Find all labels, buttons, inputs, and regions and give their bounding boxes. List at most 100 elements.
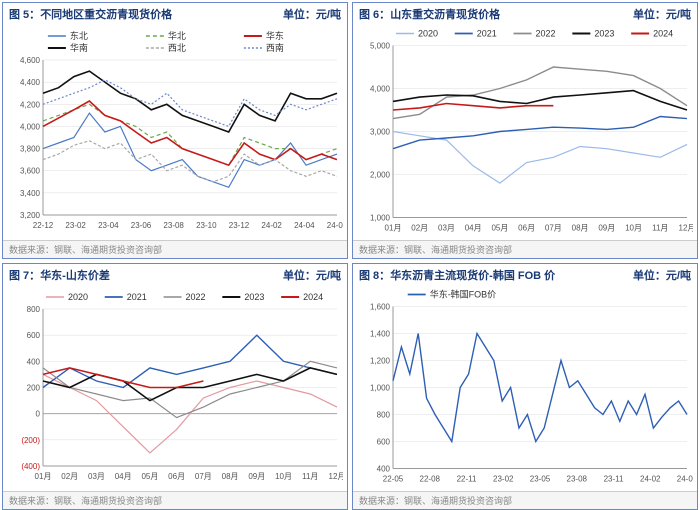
svg-text:华南: 华南 [70, 42, 88, 53]
panel-5-footer: 数据来源：钢联、海通期货投资咨询部 [3, 240, 347, 258]
svg-text:3,600: 3,600 [20, 167, 41, 176]
svg-text:07月: 07月 [545, 224, 562, 233]
svg-text:0: 0 [36, 410, 41, 419]
svg-text:11月: 11月 [302, 472, 318, 481]
svg-text:23-08: 23-08 [567, 475, 588, 484]
panel-6-unit: 单位：元/吨 [633, 6, 691, 22]
svg-text:23-06: 23-06 [131, 221, 152, 230]
panel-8-header: 图 8：华东沥青主流现货价-韩国 FOB 价 单位：元/吨 [353, 264, 697, 284]
svg-text:22-05: 22-05 [383, 475, 404, 484]
svg-text:06月: 06月 [168, 472, 185, 481]
svg-text:05月: 05月 [141, 472, 158, 481]
svg-text:23-04: 23-04 [98, 221, 119, 230]
svg-text:华东: 华东 [266, 30, 284, 41]
panel-6-header: 图 6：山东重交沥青现货价格 单位：元/吨 [353, 3, 697, 23]
svg-text:800: 800 [377, 411, 391, 420]
svg-text:23-11: 23-11 [604, 475, 624, 484]
svg-text:22-12: 22-12 [33, 221, 54, 230]
svg-text:12月: 12月 [679, 224, 693, 233]
svg-text:1,000: 1,000 [370, 384, 391, 393]
svg-text:01月: 01月 [385, 224, 402, 233]
svg-text:23-05: 23-05 [530, 475, 551, 484]
svg-text:09月: 09月 [598, 224, 615, 233]
svg-text:(400): (400) [21, 462, 40, 471]
chart-7: (400) (200) 0 200 400 600 800 01月 02月 03月 04月 05月 06… [7, 286, 343, 487]
svg-text:04月: 04月 [115, 472, 132, 481]
panel-5-title: 不同地区重交沥青现货价格 [40, 9, 172, 21]
panel-5: 图 5：不同地区重交沥青现货价格 单位：元/吨 3,2003,4003,6003… [2, 2, 348, 259]
svg-text:1,600: 1,600 [370, 303, 391, 312]
panel-7-footer: 数据来源：钢联、海通期货投资咨询部 [3, 491, 347, 509]
svg-text:2023: 2023 [244, 292, 264, 302]
svg-text:08月: 08月 [222, 472, 239, 481]
svg-text:2021: 2021 [477, 29, 497, 39]
svg-text:200: 200 [27, 384, 41, 393]
svg-text:2022: 2022 [536, 29, 556, 39]
svg-text:07月: 07月 [195, 472, 212, 481]
svg-text:4,000: 4,000 [20, 122, 41, 131]
svg-text:10月: 10月 [625, 224, 642, 233]
chart-grid: 图 5：不同地区重交沥青现货价格 单位：元/吨 3,200 3,400 3,600 3… [0, 0, 700, 502]
svg-text:10月: 10月 [275, 472, 292, 481]
panel-7: 图 7：华东-山东价差 单位：元/吨 (400) (200) 0 200 400 600 8… [2, 263, 348, 510]
svg-text:24-05: 24-05 [677, 475, 693, 484]
svg-text:04月: 04月 [465, 224, 482, 233]
svg-text:4,400: 4,400 [20, 78, 41, 87]
svg-text:华东-韩国FOB价: 华东-韩国FOB价 [430, 289, 497, 300]
panel-7-title: 华东-山东价差 [40, 270, 110, 282]
svg-text:1,400: 1,400 [370, 330, 391, 339]
svg-text:600: 600 [27, 331, 41, 340]
panel-6: 图 6：山东重交沥青现货价格 单位：元/吨 1,0002,0003,0004,0… [352, 2, 698, 259]
svg-text:600: 600 [377, 438, 391, 447]
svg-text:东北: 东北 [70, 30, 88, 41]
svg-text:23-08: 23-08 [163, 221, 184, 230]
svg-text:24-06: 24-06 [327, 221, 343, 230]
svg-text:4,600: 4,600 [20, 56, 41, 65]
svg-text:1,200: 1,200 [370, 357, 391, 366]
svg-text:02月: 02月 [61, 472, 78, 481]
svg-text:华北: 华北 [168, 30, 186, 41]
svg-text:2022: 2022 [186, 292, 206, 302]
svg-text:(200): (200) [21, 436, 40, 445]
svg-text:1,000: 1,000 [370, 214, 391, 223]
svg-text:24-04: 24-04 [294, 221, 315, 230]
svg-text:12月: 12月 [329, 472, 343, 481]
svg-text:05月: 05月 [491, 224, 508, 233]
svg-text:01月: 01月 [35, 472, 52, 481]
svg-text:2020: 2020 [418, 29, 438, 39]
panel-8-footer: 数据来源：钢联、海通期货投资咨询部 [353, 491, 697, 509]
svg-text:06月: 06月 [518, 224, 535, 233]
svg-text:西南: 西南 [266, 42, 284, 53]
svg-text:3,400: 3,400 [20, 189, 41, 198]
svg-text:03月: 03月 [88, 472, 105, 481]
svg-text:08月: 08月 [572, 224, 589, 233]
svg-text:2,000: 2,000 [370, 171, 391, 180]
svg-text:23-02: 23-02 [493, 475, 514, 484]
svg-text:22-08: 22-08 [420, 475, 441, 484]
panel-8-title: 华东沥青主流现货价-韩国 FOB 价 [390, 270, 555, 282]
panel-7-header: 图 7：华东-山东价差 单位：元/吨 [3, 264, 347, 284]
panel-7-no: 图 7： [9, 270, 40, 282]
panel-5-header: 图 5：不同地区重交沥青现货价格 单位：元/吨 [3, 3, 347, 23]
svg-text:2024: 2024 [653, 29, 673, 39]
svg-text:23-02: 23-02 [65, 221, 86, 230]
chart-8: 400 600 800 1,000 1,200 1,400 1,600 22-05 22-08 2… [357, 286, 693, 487]
svg-text:03月: 03月 [438, 224, 455, 233]
panel-6-title: 山东重交沥青现货价格 [390, 9, 500, 21]
svg-text:3,000: 3,000 [370, 128, 391, 137]
svg-text:2021: 2021 [127, 292, 147, 302]
svg-text:3,200: 3,200 [20, 211, 41, 220]
svg-text:09月: 09月 [248, 472, 265, 481]
svg-text:西北: 西北 [168, 43, 186, 53]
svg-text:400: 400 [27, 357, 41, 366]
svg-text:400: 400 [377, 465, 391, 474]
panel-8-no: 图 8： [359, 270, 390, 282]
panel-8: 图 8：华东沥青主流现货价-韩国 FOB 价 单位：元/吨 400 600 800 1… [352, 263, 698, 510]
svg-text:24-02: 24-02 [640, 475, 661, 484]
svg-text:22-11: 22-11 [457, 475, 477, 484]
svg-text:23-12: 23-12 [229, 221, 250, 230]
svg-text:2024: 2024 [303, 292, 323, 302]
svg-text:800: 800 [27, 305, 41, 314]
svg-text:23-10: 23-10 [196, 221, 217, 230]
panel-5-no: 图 5： [9, 9, 40, 21]
